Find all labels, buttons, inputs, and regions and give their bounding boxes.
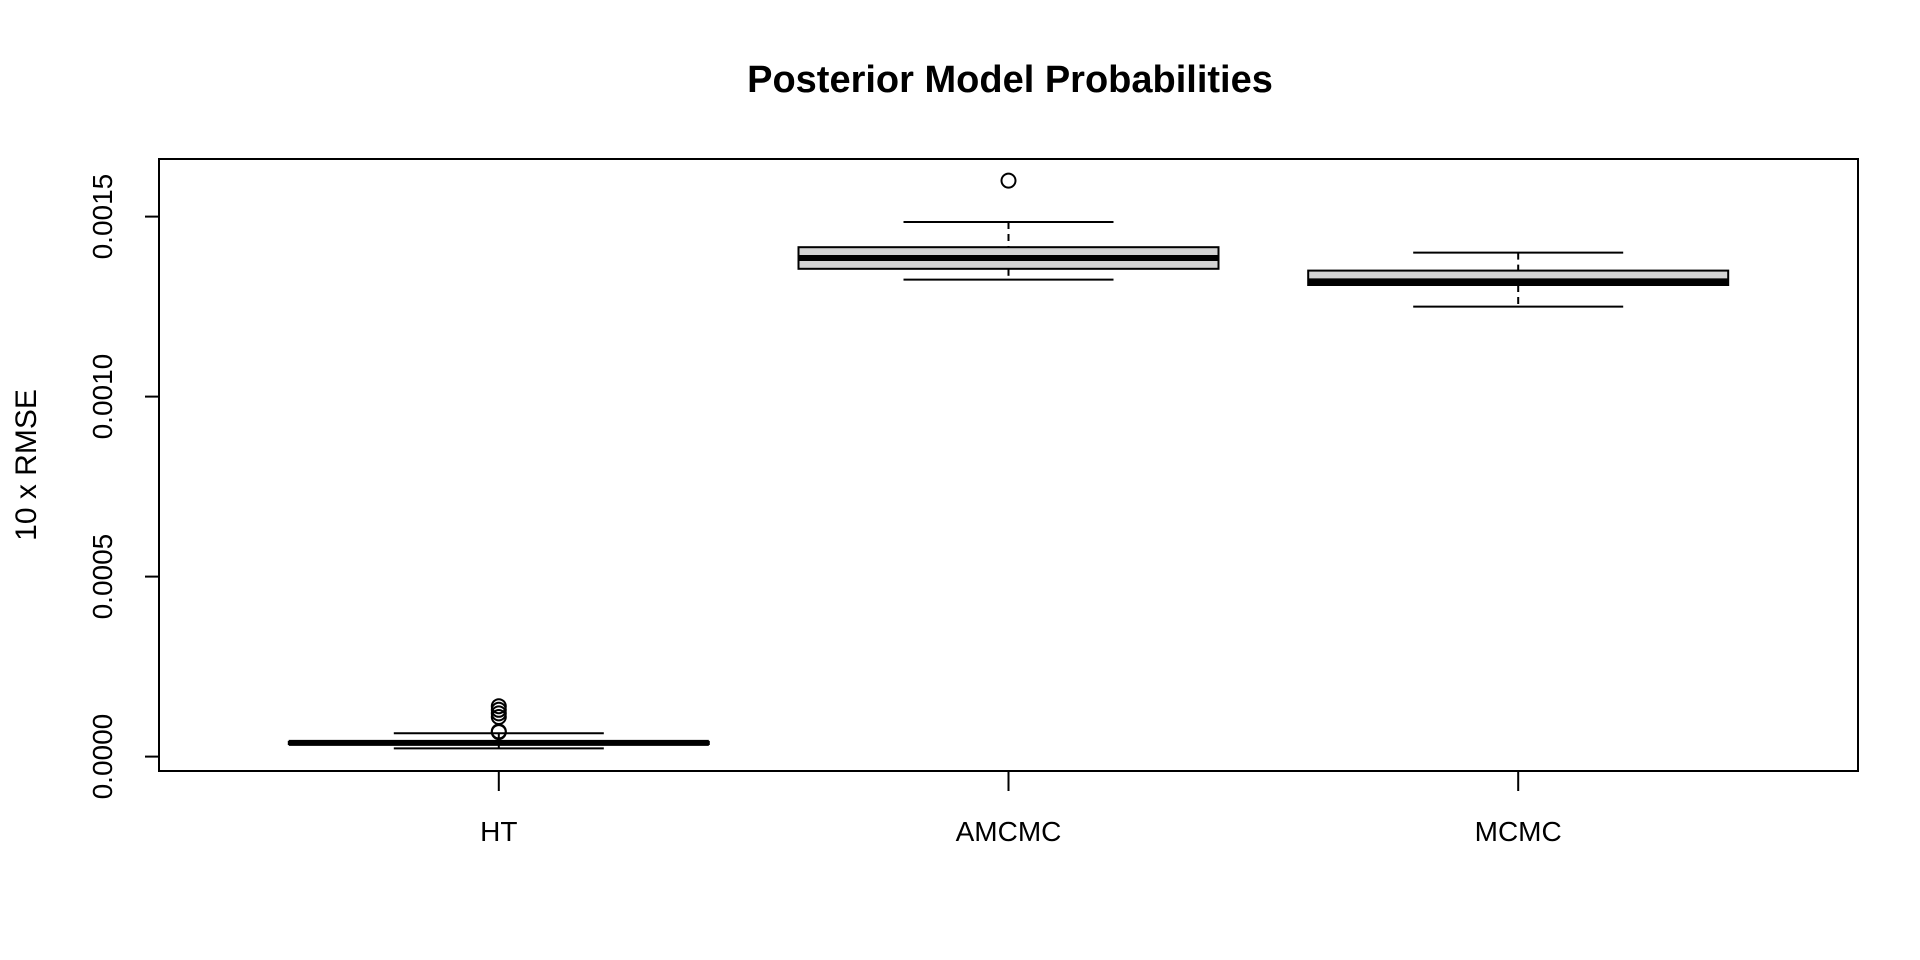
x-axis: HT AMCMC MCMC: [480, 771, 1562, 847]
outlier-point: [490, 698, 507, 715]
y-tick-label: 0.0010: [87, 354, 118, 440]
outlier-point: [1000, 172, 1017, 189]
y-tick-label: 0.0015: [87, 174, 118, 260]
x-tick-label: AMCMC: [956, 816, 1062, 847]
y-tick-label: 0.0000: [87, 714, 118, 800]
x-tick-label: HT: [480, 816, 517, 847]
y-axis-label: 10 x RMSE: [10, 389, 43, 541]
box-mcmc: [1307, 251, 1730, 308]
y-tick-label: 0.0005: [87, 534, 118, 620]
boxes-group: [287, 172, 1730, 750]
box-ht: [287, 698, 710, 750]
x-tick-label: MCMC: [1475, 816, 1562, 847]
chart-title: Posterior Model Probabilities: [747, 59, 1273, 101]
box-amcmc: [797, 172, 1220, 281]
y-axis: 0.0000 0.0005 0.0010 0.0015: [87, 174, 159, 800]
